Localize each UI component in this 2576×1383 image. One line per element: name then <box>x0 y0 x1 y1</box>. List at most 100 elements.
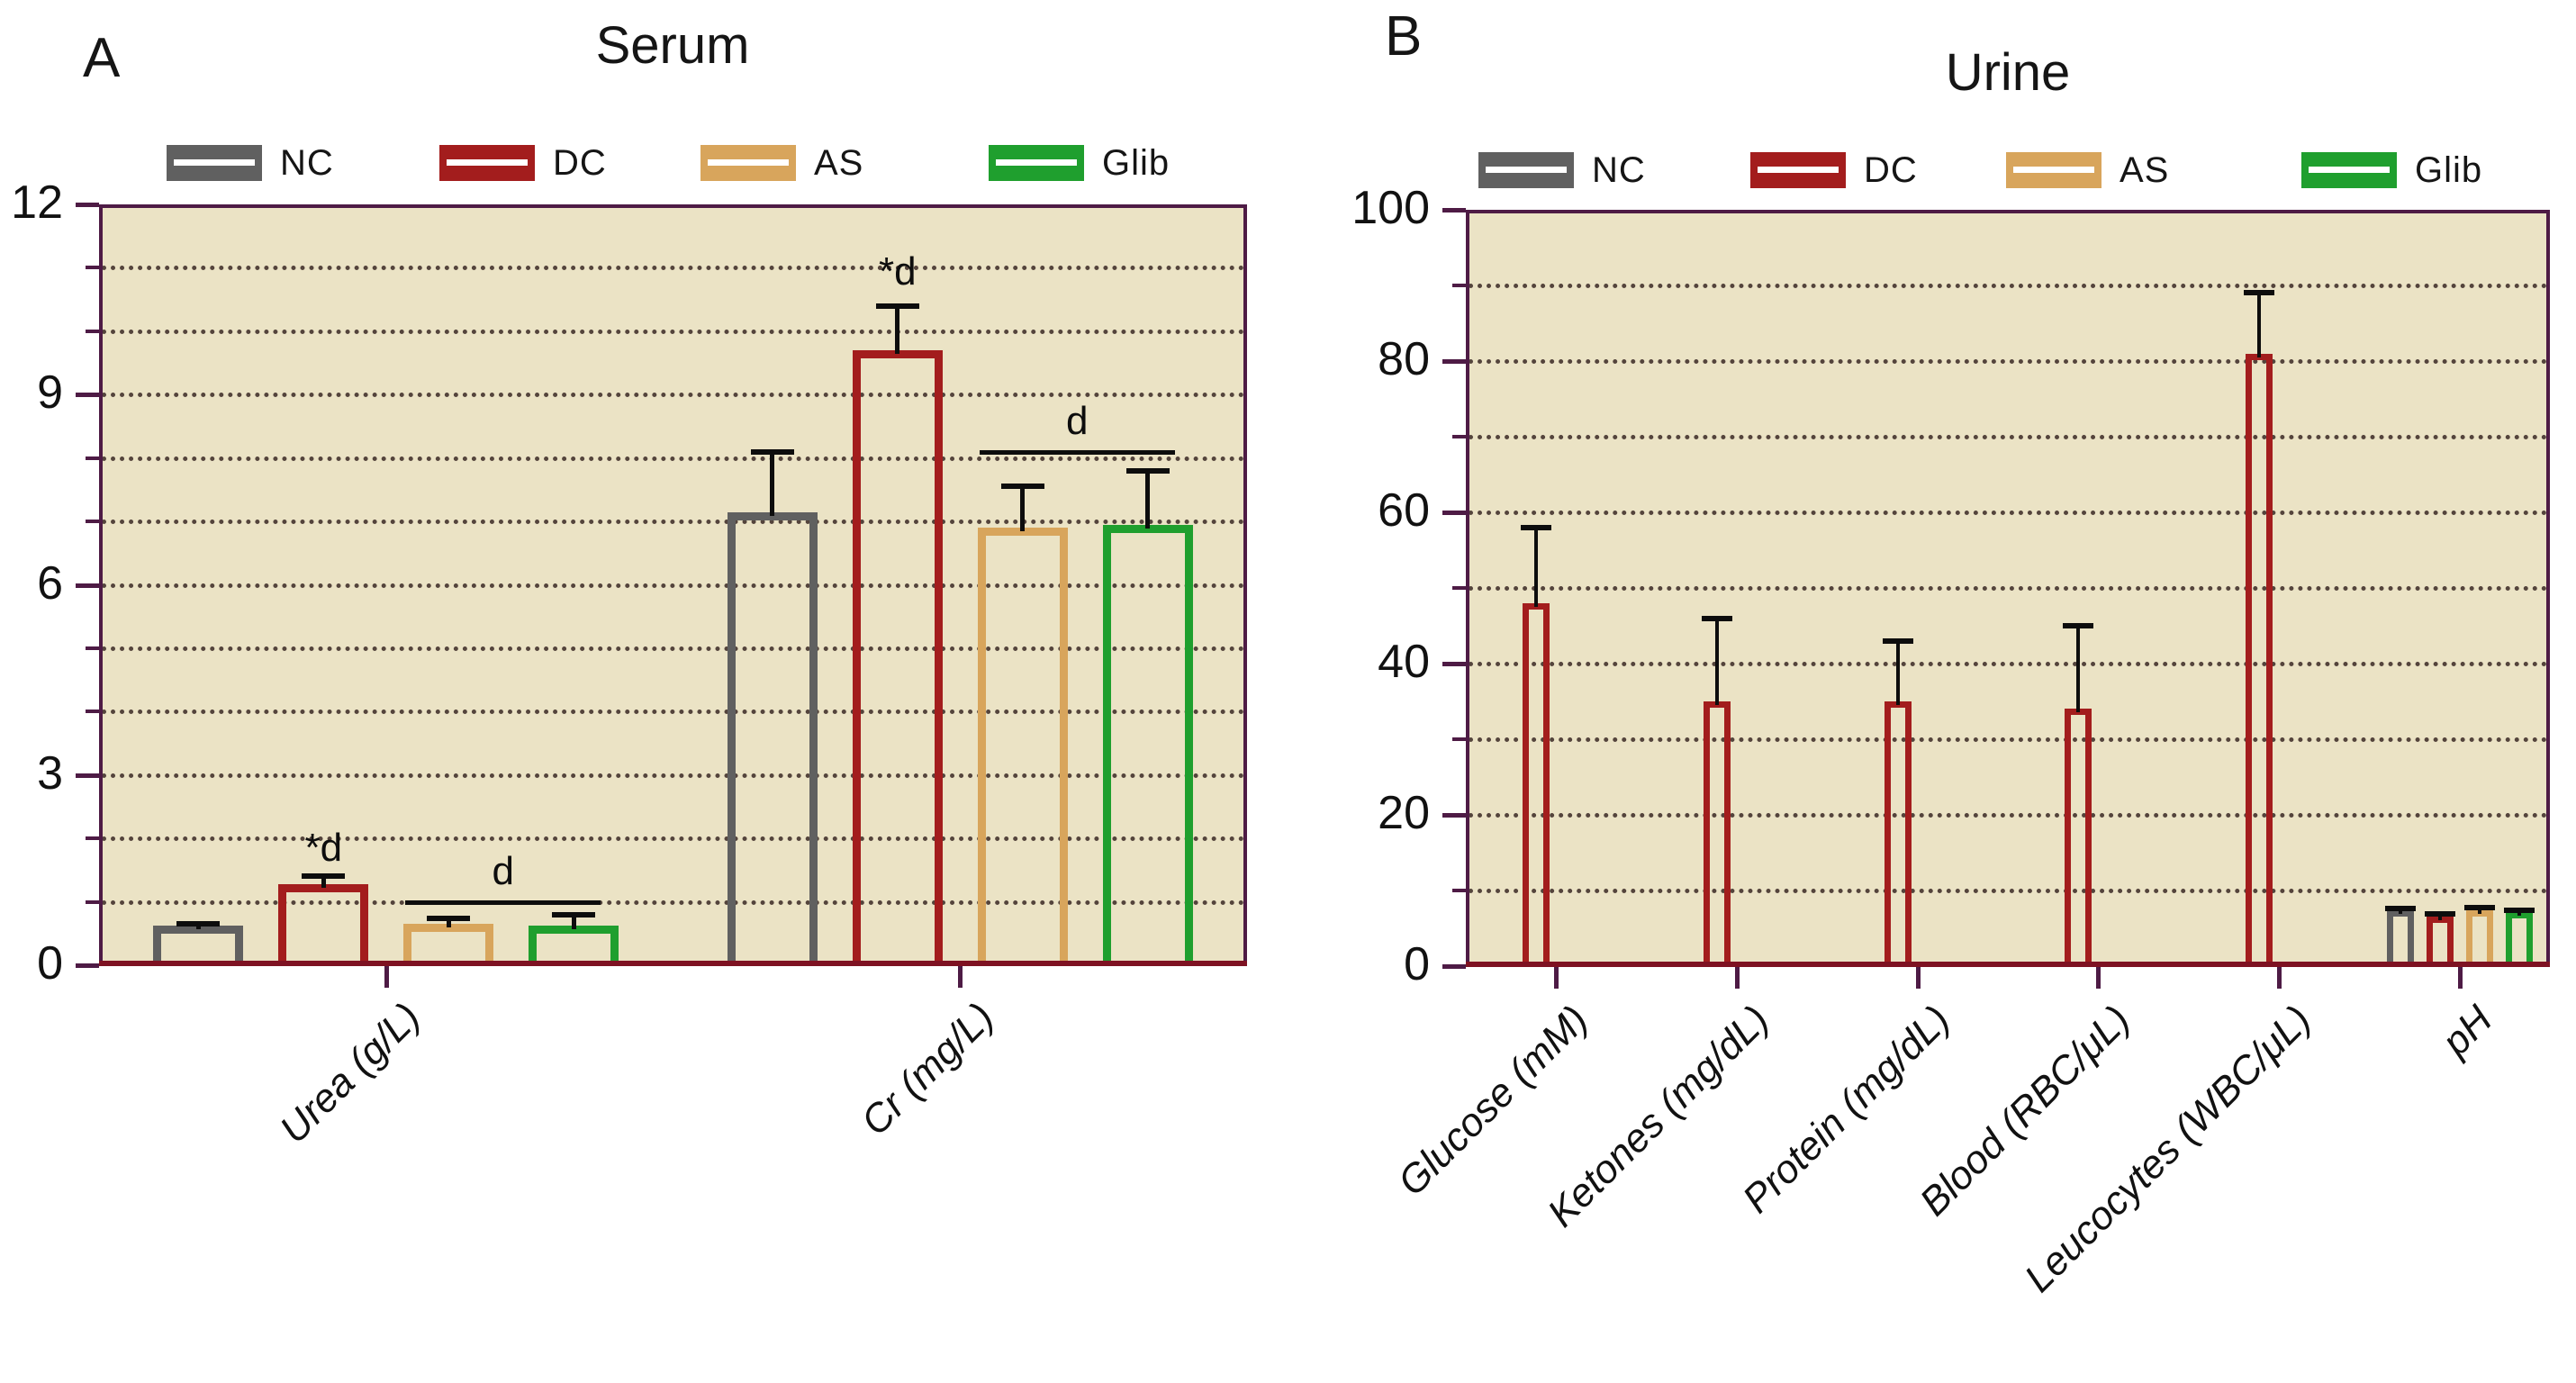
y-minor-tick <box>86 646 99 650</box>
bar-dc-cat3 <box>2065 709 2092 966</box>
legend-swatch-stripe <box>996 159 1077 166</box>
legend-swatch-nc <box>167 145 262 181</box>
bar-dc-cat1 <box>1704 701 1731 966</box>
y-minor-tick <box>86 836 99 841</box>
sig-label-0: *d <box>304 825 343 870</box>
legend-swatch-stripe <box>174 159 255 166</box>
legend-label-nc: NC <box>1592 149 1646 190</box>
legend-item-dc: DC <box>1750 149 1918 190</box>
y-tick-label-40: 40 <box>1378 636 1430 688</box>
y-tick-label-6: 6 <box>37 556 63 610</box>
gridline-y-4 <box>102 710 1244 715</box>
x-tick-cat4 <box>2277 967 2282 989</box>
panel-letter-a: A <box>83 27 121 89</box>
y-minor-tick <box>86 329 99 333</box>
legend-item-glib: Glib <box>989 143 1170 183</box>
error-cap-glib-cat5 <box>2503 907 2535 913</box>
error-bar-dc-cat0 <box>321 876 326 888</box>
legend-label-as: AS <box>814 142 864 183</box>
y-major-tick <box>1442 964 1466 969</box>
plot-frame <box>99 204 1247 965</box>
error-bar-dc-cat3 <box>2076 626 2081 713</box>
gridline-y-90 <box>1469 284 2547 288</box>
y-tick-label-12: 12 <box>11 176 63 229</box>
y-major-tick <box>1442 813 1466 818</box>
gridline-y-1 <box>102 899 1244 905</box>
legend-item-glib: Glib <box>2301 149 2483 190</box>
y-tick-label-80: 80 <box>1378 333 1430 385</box>
y-tick-label-9: 9 <box>37 366 63 420</box>
legend-label-dc: DC <box>1864 149 1918 190</box>
bar-dc-cat0 <box>278 883 369 965</box>
bar-as-cat5 <box>2465 909 2493 966</box>
error-cap-dc-cat5 <box>2424 910 2455 917</box>
sig-label-1: *d <box>878 249 917 294</box>
bar-glib-cat5 <box>2505 912 2533 966</box>
x-tick-cat1 <box>1735 967 1740 989</box>
error-bar-dc-cat1 <box>1715 618 1719 705</box>
error-cap-as-cat0 <box>427 915 471 921</box>
gridline-y-30 <box>1469 737 2547 742</box>
bar-as-cat0 <box>403 923 494 965</box>
error-bar-dc-cat4 <box>2257 293 2261 357</box>
legend-item-nc: NC <box>167 143 334 183</box>
y-major-tick <box>1442 662 1466 666</box>
legend-swatch-dc <box>439 145 535 181</box>
plot-background <box>99 204 1247 965</box>
error-cap-dc-cat4 <box>2244 290 2274 296</box>
error-cap-dc-cat2 <box>1882 637 1913 644</box>
bar-nc-cat5 <box>2386 909 2414 966</box>
y-tick-label-60: 60 <box>1378 484 1430 537</box>
gridline-y-20 <box>1469 813 2547 818</box>
gridline-y-50 <box>1469 586 2547 591</box>
error-bar-nc-cat0 <box>195 923 201 930</box>
x-axis-line <box>1466 962 2550 967</box>
legend-swatch-stripe <box>2013 167 2094 173</box>
x-axis-line <box>99 961 1247 966</box>
legend-swatch-stripe <box>2309 167 2390 173</box>
y-tick-label-3: 3 <box>37 746 63 800</box>
y-minor-tick <box>1452 435 1466 438</box>
error-bar-nc-cat1 <box>770 451 775 516</box>
legend-item-as: AS <box>2006 150 2169 190</box>
y-minor-tick <box>1452 737 1466 741</box>
bar-dc-cat0 <box>1523 602 1550 966</box>
error-bar-as-cat1 <box>1020 486 1026 532</box>
y-major-tick <box>76 963 99 968</box>
error-bar-nc-cat5 <box>2398 908 2402 914</box>
y-major-tick <box>1442 208 1466 212</box>
x-tick-cat0 <box>1554 967 1559 989</box>
x-tick-cat3 <box>2096 967 2101 989</box>
y-major-tick <box>76 773 99 778</box>
bar-glib-cat0 <box>529 925 619 965</box>
y-tick-label-100: 100 <box>1351 182 1430 234</box>
legend-swatch-glib <box>989 145 1084 181</box>
x-tick-cat0 <box>384 966 389 988</box>
error-bar-dc-cat0 <box>1534 527 1539 607</box>
legend-swatch-dc <box>1750 152 1846 188</box>
error-bar-glib-cat1 <box>1145 470 1151 529</box>
legend-label-dc: DC <box>553 142 607 183</box>
bar-as-cat1 <box>977 528 1068 965</box>
legend-label-glib: Glib <box>2415 149 2483 190</box>
x-tick-cat2 <box>1915 967 1921 989</box>
panel-title-serum: Serum <box>595 16 750 75</box>
error-bar-dc-cat1 <box>895 305 900 354</box>
y-minor-tick <box>86 266 99 270</box>
gridline-y-80 <box>1469 359 2547 364</box>
legend-swatch-stripe <box>708 159 789 166</box>
error-bar-glib-cat0 <box>571 914 576 929</box>
sig-bracket-2 <box>405 899 601 905</box>
y-major-tick <box>76 393 99 398</box>
gridline-y-10 <box>102 329 1244 334</box>
y-major-tick <box>76 583 99 588</box>
gridline-y-7 <box>102 520 1244 525</box>
panel-letter-b: B <box>1385 5 1423 68</box>
plot-background <box>1466 210 2550 966</box>
bar-dc-cat4 <box>2246 353 2273 966</box>
error-cap-as-cat5 <box>2463 905 2495 911</box>
sig-bracket-label-3: d <box>1066 398 1089 443</box>
y-minor-tick <box>1452 586 1466 590</box>
error-bar-dc-cat5 <box>2437 913 2442 920</box>
